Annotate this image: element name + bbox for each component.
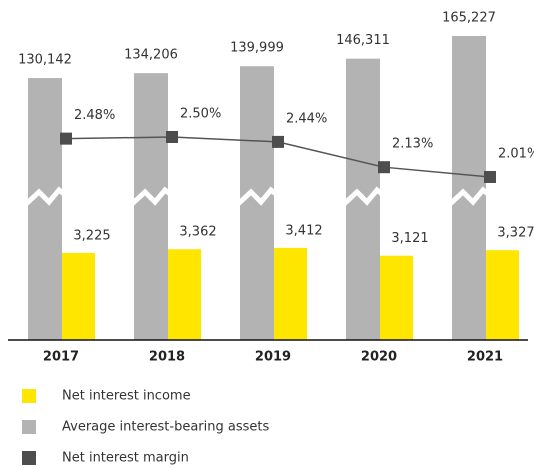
legend-label: Net interest income: [62, 389, 191, 404]
income-bar: [486, 250, 519, 340]
assets-label: 134,206: [124, 48, 178, 63]
assets-bar: [28, 78, 62, 340]
axis-break: [448, 186, 490, 206]
income-label: 3,327: [497, 226, 534, 241]
yr x-tick-label: 2018: [149, 350, 185, 365]
yr x-tick-label: 2019: [255, 350, 291, 365]
margin-label: 2.50%: [180, 107, 221, 122]
margin-point: [272, 135, 284, 148]
assets-bar: [134, 73, 168, 340]
income-bar: [380, 255, 413, 340]
margin-label: 2.48%: [74, 108, 115, 123]
margin-label: 2.44%: [286, 111, 327, 126]
assets-label: 165,227: [442, 11, 496, 26]
yr x-tick-label: 2021: [467, 350, 503, 365]
margin-label: 2.01%: [498, 146, 534, 161]
assets-bar: [240, 66, 274, 341]
axis-break: [342, 186, 384, 206]
margin-label: 2.13%: [392, 137, 433, 152]
axis-break: [130, 186, 172, 206]
margin-point: [378, 161, 390, 174]
assets-label: 146,311: [336, 33, 390, 48]
yr x-tick-label: 2017: [43, 350, 79, 365]
income-label: 3,121: [391, 231, 428, 246]
assets-label: 139,999: [230, 41, 284, 56]
legend-swatch: [22, 389, 36, 403]
income-label: 3,225: [73, 228, 110, 243]
income-label: 3,362: [179, 225, 216, 240]
margin-point: [484, 170, 496, 183]
margin-point: [166, 131, 178, 143]
yr x-tick-label: 2020: [361, 350, 397, 365]
legend-label: Net interest margin: [62, 451, 189, 466]
legend-label: Average interest-bearing assets: [62, 420, 269, 435]
axis-break: [236, 186, 278, 206]
income-bar: [168, 249, 201, 340]
assets-label: 130,142: [18, 53, 72, 68]
assets-bar: [452, 36, 486, 340]
legend-swatch: [22, 451, 36, 465]
legend-swatch: [22, 420, 36, 434]
income-bar: [62, 252, 95, 340]
income-label: 3,412: [285, 223, 322, 238]
income-bar: [274, 247, 307, 340]
margin-point: [60, 132, 72, 145]
axis-break: [24, 186, 66, 206]
